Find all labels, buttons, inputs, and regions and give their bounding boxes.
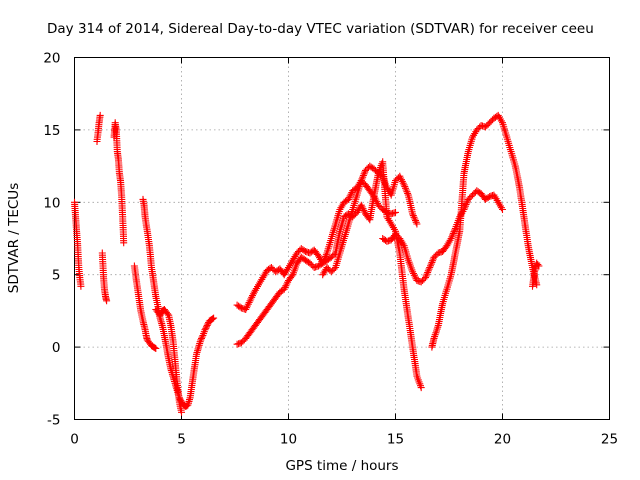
plot-frame — [74, 57, 610, 420]
data-point-markers — [428, 111, 541, 351]
series-arc-2 — [93, 111, 104, 145]
x-axis-label: GPS time / hours — [285, 458, 398, 474]
y-tick-label: 10 — [43, 195, 60, 211]
x-tick-label: 10 — [280, 432, 297, 448]
data-point-markers — [233, 177, 399, 313]
y-tick-label: 0 — [52, 340, 61, 356]
series-arc-8 — [233, 177, 399, 313]
data-point-markers — [529, 259, 543, 290]
data-point-markers — [71, 198, 85, 290]
y-axis-label: SDTVAR / TECUs — [6, 183, 22, 293]
series-arc-7 — [152, 306, 185, 416]
data-point-markers — [139, 195, 218, 410]
series-arc-12 — [428, 111, 541, 351]
y-tick-label: 5 — [52, 268, 61, 284]
data-point-markers — [130, 262, 160, 352]
series-arc-6 — [139, 195, 218, 410]
series-arc-10 — [319, 162, 421, 279]
y-tick-label: -5 — [47, 413, 60, 429]
data-point-markers — [152, 306, 185, 416]
x-tick-label: 20 — [494, 432, 511, 448]
x-tick-label: 15 — [387, 432, 404, 448]
x-tick-label: 0 — [70, 432, 79, 448]
series-arc-5 — [130, 262, 160, 352]
series-arc-1 — [71, 198, 85, 290]
chart-title: Day 314 of 2014, Sidereal Day-to-day VTE… — [47, 21, 594, 37]
data-point-markers — [319, 162, 421, 279]
axis-ticks: 0 5 10 15 20 25 -5 0 5 10 15 20 — [43, 51, 618, 448]
y-tick-label: 20 — [43, 51, 60, 67]
data-points — [71, 111, 543, 416]
series-arc-13 — [529, 259, 543, 290]
x-tick-label: 25 — [601, 432, 618, 448]
data-point-markers — [110, 119, 128, 247]
data-point-markers — [98, 249, 111, 305]
data-point-markers — [379, 187, 506, 286]
x-tick-label: 5 — [177, 432, 186, 448]
series-arc-3 — [98, 249, 111, 305]
y-tick-label: 15 — [43, 123, 60, 139]
series-arc-11 — [379, 187, 506, 286]
data-point-markers — [93, 111, 104, 145]
series-arc-4 — [110, 119, 128, 247]
